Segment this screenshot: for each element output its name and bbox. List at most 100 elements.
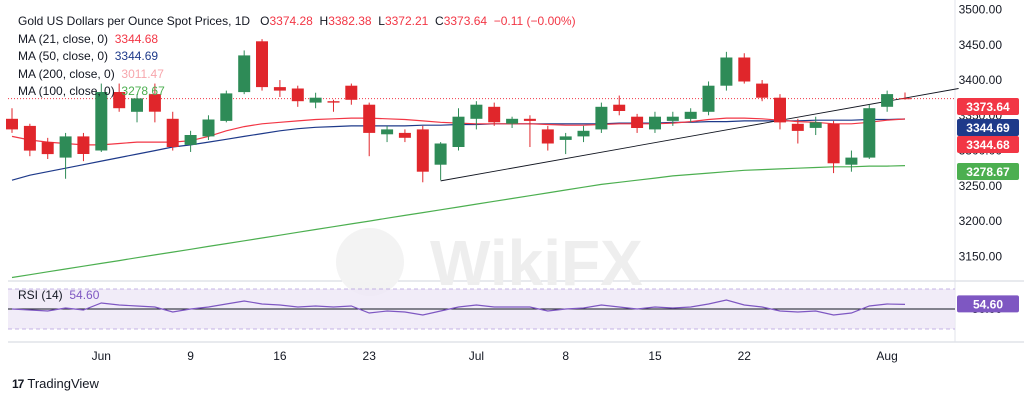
candle-body bbox=[23, 125, 36, 151]
candle-body bbox=[738, 57, 751, 82]
candle bbox=[791, 118, 804, 144]
candle-body bbox=[881, 94, 894, 107]
date-tick-label: 8 bbox=[562, 349, 569, 363]
candle bbox=[131, 94, 143, 123]
candle-body bbox=[166, 118, 179, 147]
candle bbox=[434, 142, 447, 181]
candle bbox=[559, 132, 572, 155]
date-tick-label: 22 bbox=[738, 349, 752, 363]
ohlc-open: 3374.28 bbox=[269, 14, 313, 28]
price-chart[interactable]: WikiFX 3500.003450.003400.003350.003300.… bbox=[0, 0, 1024, 372]
price-tag-bg bbox=[957, 136, 1019, 153]
date-tick-label: Jun bbox=[92, 349, 111, 363]
rsi-label: RSI (14) bbox=[18, 288, 63, 302]
candle bbox=[827, 120, 840, 174]
candle-body bbox=[363, 104, 376, 133]
ohlc-high: 3382.38 bbox=[328, 14, 372, 28]
candle bbox=[381, 125, 394, 143]
candle-body bbox=[702, 85, 715, 112]
candle-body bbox=[845, 157, 858, 165]
watermark-logo-icon bbox=[336, 228, 404, 296]
price-tick-label: 3400.00 bbox=[959, 73, 1003, 87]
rsi-tag-label: 54.60 bbox=[973, 297, 1003, 311]
candle-body bbox=[541, 129, 554, 144]
rsi-line bbox=[11, 299, 906, 316]
price-tag: 3278.67 bbox=[957, 163, 1019, 180]
candle bbox=[809, 116, 822, 136]
price-tick-label: 3500.00 bbox=[959, 3, 1003, 17]
candle-body bbox=[666, 116, 679, 121]
candle bbox=[738, 53, 751, 84]
candle-body bbox=[345, 85, 358, 100]
candle-body bbox=[398, 132, 411, 138]
legend-ma100-label: MA (100, close, 0) bbox=[18, 84, 115, 99]
price-tag-label: 3373.64 bbox=[966, 100, 1010, 114]
candle-body bbox=[41, 142, 54, 155]
ohlc-low-label: L bbox=[378, 14, 385, 28]
candle-body bbox=[59, 136, 72, 158]
candle-body bbox=[899, 98, 911, 100]
rsi-value: 54.60 bbox=[69, 288, 100, 302]
candle-body bbox=[559, 136, 572, 140]
candle-body bbox=[6, 118, 18, 130]
legend-ma50[interactable]: MA (50, close, 0) 3344.69 bbox=[18, 48, 576, 66]
candle bbox=[113, 83, 126, 112]
candle bbox=[899, 92, 911, 100]
legend-ma21[interactable]: MA (21, close, 0) 3344.68 bbox=[18, 31, 576, 49]
candle bbox=[452, 108, 465, 151]
candle bbox=[291, 85, 304, 107]
candle bbox=[95, 83, 108, 152]
date-tick-label: Aug bbox=[876, 349, 897, 363]
candle-body bbox=[595, 106, 608, 130]
price-tick-label: 3450.00 bbox=[959, 38, 1003, 52]
legend-ma21-value: 3344.68 bbox=[114, 31, 159, 46]
candle-body bbox=[77, 136, 90, 154]
symbol-header: Gold US Dollars per Ounce Spot Prices, 1… bbox=[18, 13, 576, 31]
legend-ma100-value: 3278.67 bbox=[121, 84, 165, 99]
candle-body bbox=[506, 118, 519, 124]
candle bbox=[273, 80, 286, 97]
price-tag-label: 3344.68 bbox=[966, 138, 1010, 152]
candle bbox=[595, 102, 608, 133]
watermark-text: WikiFX bbox=[430, 227, 643, 299]
candle bbox=[881, 90, 894, 112]
candle bbox=[649, 111, 661, 133]
rsi-pane bbox=[8, 288, 955, 330]
tradingview-logo-icon: 17 bbox=[12, 376, 24, 391]
candle bbox=[77, 132, 90, 162]
candle-body bbox=[684, 111, 697, 119]
candle bbox=[309, 92, 322, 109]
candle-body bbox=[488, 106, 501, 123]
candle bbox=[148, 83, 161, 123]
candle bbox=[345, 83, 358, 105]
price-tag-label: 3278.67 bbox=[966, 165, 1010, 179]
ohlc-close: 3373.64 bbox=[443, 14, 488, 28]
price-axis: 3500.003450.003400.003350.003300.003250.… bbox=[959, 3, 1003, 317]
price-tag: 3344.68 bbox=[957, 136, 1019, 153]
candle bbox=[666, 111, 679, 126]
candle-body bbox=[452, 116, 465, 147]
trendline-line bbox=[440, 88, 959, 182]
ohlc-close-label: C bbox=[435, 14, 444, 28]
legend-ma100[interactable]: MA (100, close, 0) 3278.67 bbox=[18, 83, 576, 101]
date-tick-label: Jul bbox=[469, 349, 484, 363]
ohlc-open-label: O bbox=[260, 14, 270, 28]
rsi-legend: RSI (14) 54.60 bbox=[18, 287, 99, 305]
candle bbox=[506, 116, 519, 128]
candle-body bbox=[756, 83, 769, 98]
price-tick-label: 3200.00 bbox=[959, 214, 1003, 228]
candle bbox=[327, 99, 340, 112]
candle-body bbox=[631, 116, 644, 128]
candle bbox=[541, 125, 554, 151]
candle bbox=[23, 123, 36, 157]
candle-body bbox=[291, 88, 304, 102]
symbol-title: Gold US Dollars per Ounce Spot Prices, 1… bbox=[18, 14, 251, 28]
brand-name: TradingView bbox=[27, 376, 99, 391]
candle-body bbox=[184, 135, 197, 145]
candle bbox=[684, 108, 697, 123]
candle-body bbox=[613, 104, 626, 111]
candle bbox=[398, 129, 411, 143]
candle bbox=[488, 102, 501, 126]
candle-body bbox=[202, 119, 215, 137]
legend-ma200[interactable]: MA (200, close, 0) 3011.47 bbox=[18, 66, 576, 84]
